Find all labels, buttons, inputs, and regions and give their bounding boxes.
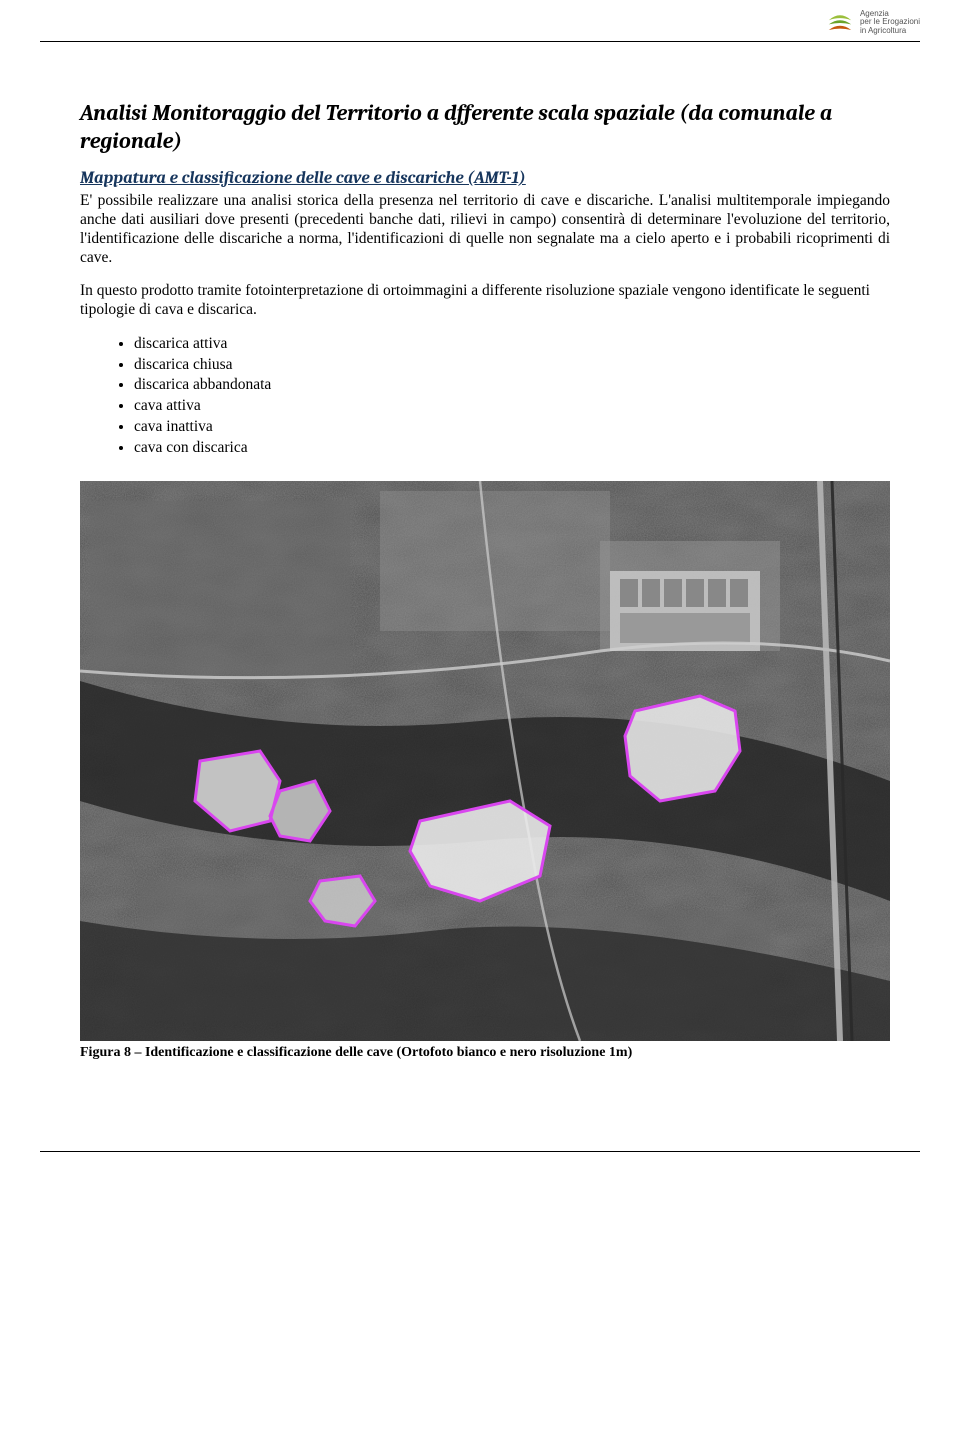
figure: Figura 8 – Identificazione e classificaz… [80,481,890,1061]
page-content: Analisi Monitoraggio del Territorio a df… [0,70,960,1121]
logo-text-line: in Agricoltura [860,27,920,35]
list-item: cava attiva [134,396,890,417]
footer-rule [40,1151,920,1152]
paragraph: In questo prodotto tramite fotointerpret… [80,282,890,320]
list-item: cava con discarica [134,438,890,459]
agea-logo-text: Agenzia per le Erogazioni in Agricoltura [860,10,920,35]
figure-caption: Figura 8 – Identificazione e classificaz… [80,1045,890,1061]
list-item: discarica chiusa [134,355,890,376]
subsection-title: Mappatura e classificazione delle cave e… [80,169,890,188]
list-item: discarica abbandonata [134,375,890,396]
industrial-area [610,571,760,651]
orthophoto-map [80,481,890,1041]
list-item: discarica attiva [134,334,890,355]
header-rule [40,41,920,42]
page-header: Agenzia per le Erogazioni in Agricoltura [0,0,960,41]
section-title: Analisi Monitoraggio del Territorio a df… [80,100,890,155]
paragraph: E' possibile realizzare una analisi stor… [80,192,890,268]
typology-list: discarica attiva discarica chiusa discar… [80,334,890,460]
agea-logo-mark [826,13,854,33]
list-item: cava inattiva [134,417,890,438]
agea-logo: Agenzia per le Erogazioni in Agricoltura [826,10,920,35]
